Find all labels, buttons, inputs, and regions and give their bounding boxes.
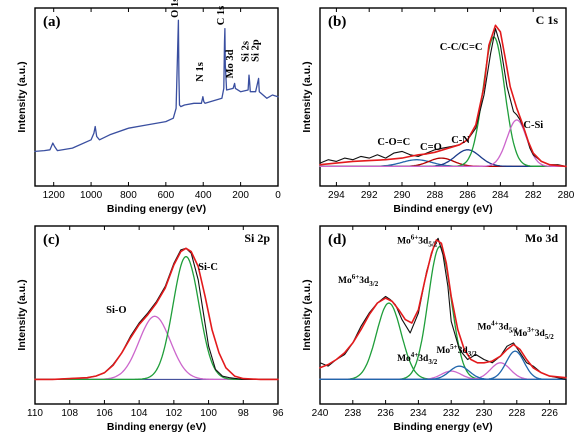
x-tick-label: 600	[158, 190, 175, 201]
x-tick-label: 102	[166, 408, 183, 419]
o1s-label: O 1s	[170, 0, 181, 18]
mo4-3d32-label: Mo4+3d3/2	[397, 351, 438, 366]
si-c-label: Si-C	[198, 262, 218, 273]
plot-frame	[319, 225, 567, 405]
x-tick-label: 232	[443, 408, 460, 419]
mo6-3d52-label: Mo6+3d5/2	[397, 233, 438, 248]
si2p-label: Si 2p	[251, 39, 262, 62]
x-tick-label: 292	[361, 190, 378, 201]
x-tick-label: 238	[344, 408, 361, 419]
x-tick-label: 286	[459, 190, 476, 201]
x-tick-label: 280	[558, 190, 575, 201]
panel-label: (a)	[43, 14, 61, 30]
mo4-3d32-peak	[319, 370, 567, 381]
x-tick-label: 294	[328, 190, 345, 201]
x-tick-label: 234	[410, 408, 427, 419]
si-c-peak	[34, 255, 279, 381]
c-si-label: C-Si	[523, 120, 543, 131]
x-tick-label: 104	[131, 408, 148, 419]
mo4-3d52-label: Mo4+3d5/2	[477, 320, 518, 335]
x-tick-label: 228	[508, 408, 525, 419]
mo5-3d32-label: Mo5+3d3/2	[436, 343, 477, 358]
si2s-label: Si 2s	[240, 41, 251, 62]
x-tick-label: 1000	[80, 190, 103, 201]
x-tick-label: 230	[476, 408, 493, 419]
envelope-fit-line	[319, 239, 567, 379]
x-tick-label: 226	[541, 408, 558, 419]
envelope-fit-line	[34, 247, 279, 381]
panel-label: (c)	[43, 232, 60, 248]
c-n-label: C-N	[451, 135, 470, 146]
x-axis-label: Binding energy (eV)	[107, 421, 206, 433]
x-tick-label: 106	[96, 408, 113, 419]
mo3d-label: Mo 3d	[225, 49, 236, 78]
x-tick-label: 98	[238, 408, 250, 419]
x-tick-label: 200	[232, 190, 249, 201]
c-c-label: C-C/C=C	[440, 42, 483, 53]
x-tick-label: 108	[61, 408, 78, 419]
survey-spectrum-line	[34, 19, 279, 153]
plot-frame	[34, 7, 279, 187]
x-tick-label: 290	[394, 190, 411, 201]
x-tick-label: 0	[275, 190, 281, 201]
mo6-3d32-peak	[319, 302, 567, 381]
y-axis-label: Intensity (a.u.)	[301, 61, 313, 132]
plot-frame	[319, 7, 567, 187]
panel-title: C 1s	[536, 13, 559, 27]
x-tick-label: 282	[525, 190, 542, 201]
envelope-fit-line	[319, 24, 567, 168]
x-tick-label: 110	[27, 408, 43, 419]
plot-frame	[34, 225, 279, 405]
x-tick-label: 100	[200, 408, 217, 419]
n1s-label: N 1s	[195, 62, 206, 82]
si-o-label: Si-O	[106, 305, 126, 316]
c-eq-o-label: C=O	[420, 142, 442, 153]
panel-label: (b)	[328, 14, 346, 30]
x-tick-label: 1200	[43, 190, 66, 201]
x-tick-label: 288	[426, 190, 443, 201]
x-tick-label: 96	[272, 408, 284, 419]
x-tick-label: 236	[377, 408, 394, 419]
y-axis-label: Intensity (a.u.)	[16, 279, 28, 350]
x-tick-label: 284	[492, 190, 509, 201]
mo3-3d52-label: Mo3+3d5/2	[514, 326, 555, 341]
y-axis-label: Intensity (a.u.)	[301, 279, 313, 350]
y-axis-label: Intensity (a.u.)	[16, 61, 28, 132]
x-tick-label: 800	[120, 190, 137, 201]
panel-title: Si 2p	[244, 231, 270, 245]
panel-label: (d)	[328, 232, 346, 248]
x-axis-label: Binding energy (eV)	[393, 421, 492, 433]
experimental-spectrum-line	[319, 237, 567, 380]
x-axis-label: Bindind energy (eV)	[393, 203, 492, 215]
panel-title: Mo 3d	[525, 231, 558, 245]
c-o-c-label: C-O=C	[377, 137, 410, 148]
experimental-spectrum-line	[34, 247, 279, 380]
c1s-label: C 1s	[216, 6, 227, 26]
x-tick-label: 240	[312, 408, 329, 419]
x-tick-label: 400	[195, 190, 212, 201]
mo6-3d32-label: Mo6+3d3/2	[338, 273, 379, 288]
x-axis-label: Binding energy (eV)	[107, 203, 206, 215]
mo6-3d52-peak	[319, 245, 567, 381]
mo3-3d52-peak	[319, 350, 567, 381]
